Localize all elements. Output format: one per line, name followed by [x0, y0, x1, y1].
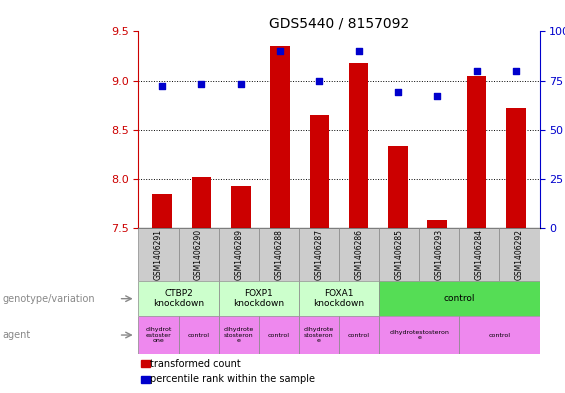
- Bar: [141, 376, 150, 383]
- Text: control: control: [348, 332, 370, 338]
- Bar: [219, 316, 259, 354]
- Bar: [379, 281, 540, 316]
- Text: dihydrotestosteron
e: dihydrotestosteron e: [389, 330, 449, 340]
- Title: GDS5440 / 8157092: GDS5440 / 8157092: [269, 16, 409, 30]
- Point: [276, 48, 285, 54]
- Bar: [339, 316, 379, 354]
- Text: FOXP1
knockdown: FOXP1 knockdown: [233, 289, 284, 309]
- Text: FOXA1
knockdown: FOXA1 knockdown: [314, 289, 364, 309]
- Bar: [231, 186, 250, 393]
- Point: [393, 89, 402, 95]
- Text: GSM1406286: GSM1406286: [355, 229, 363, 280]
- Text: percentile rank within the sample: percentile rank within the sample: [150, 374, 315, 384]
- Text: transformed count: transformed count: [150, 358, 241, 369]
- Bar: [299, 316, 339, 354]
- Bar: [339, 228, 379, 281]
- Bar: [179, 228, 219, 281]
- Bar: [299, 281, 379, 316]
- Bar: [459, 228, 499, 281]
- Bar: [152, 194, 172, 393]
- Point: [433, 93, 442, 99]
- Bar: [138, 316, 179, 354]
- Text: dihydrote
stosteron
e: dihydrote stosteron e: [304, 327, 334, 343]
- Bar: [179, 316, 219, 354]
- Bar: [388, 147, 408, 393]
- Bar: [138, 281, 219, 316]
- Text: GSM1406291: GSM1406291: [154, 229, 163, 280]
- Text: GSM1406289: GSM1406289: [234, 229, 243, 280]
- Text: control: control: [268, 332, 290, 338]
- Bar: [506, 108, 526, 393]
- Point: [315, 77, 324, 84]
- Bar: [192, 177, 211, 393]
- Bar: [419, 228, 459, 281]
- Bar: [259, 316, 299, 354]
- Text: dihydrote
stosteron
e: dihydrote stosteron e: [224, 327, 254, 343]
- Bar: [270, 46, 290, 393]
- Bar: [219, 228, 259, 281]
- Text: GSM1406288: GSM1406288: [275, 229, 283, 280]
- Text: agent: agent: [3, 330, 31, 340]
- Bar: [310, 115, 329, 393]
- Bar: [379, 316, 459, 354]
- Point: [158, 83, 167, 90]
- Bar: [428, 220, 447, 393]
- Point: [354, 48, 363, 54]
- Text: GSM1406284: GSM1406284: [475, 229, 484, 280]
- Bar: [138, 228, 179, 281]
- Point: [197, 81, 206, 88]
- Bar: [499, 228, 540, 281]
- Bar: [467, 75, 486, 393]
- Text: control: control: [188, 332, 210, 338]
- Bar: [141, 360, 150, 367]
- Bar: [349, 63, 368, 393]
- Point: [511, 68, 520, 74]
- Bar: [219, 281, 299, 316]
- Text: GSM1406293: GSM1406293: [435, 229, 444, 280]
- Text: CTBP2
knockdown: CTBP2 knockdown: [153, 289, 204, 309]
- Text: GSM1406285: GSM1406285: [395, 229, 403, 280]
- Bar: [379, 228, 419, 281]
- Bar: [459, 316, 540, 354]
- Text: GSM1406292: GSM1406292: [515, 229, 524, 280]
- Text: GSM1406290: GSM1406290: [194, 229, 203, 280]
- Bar: [259, 228, 299, 281]
- Point: [236, 81, 245, 88]
- Text: GSM1406287: GSM1406287: [315, 229, 323, 280]
- Text: genotype/variation: genotype/variation: [3, 294, 95, 304]
- Point: [472, 68, 481, 74]
- Text: dihydrot
estoster
one: dihydrot estoster one: [145, 327, 172, 343]
- Text: control: control: [489, 332, 510, 338]
- Bar: [299, 228, 339, 281]
- Text: control: control: [444, 294, 475, 303]
